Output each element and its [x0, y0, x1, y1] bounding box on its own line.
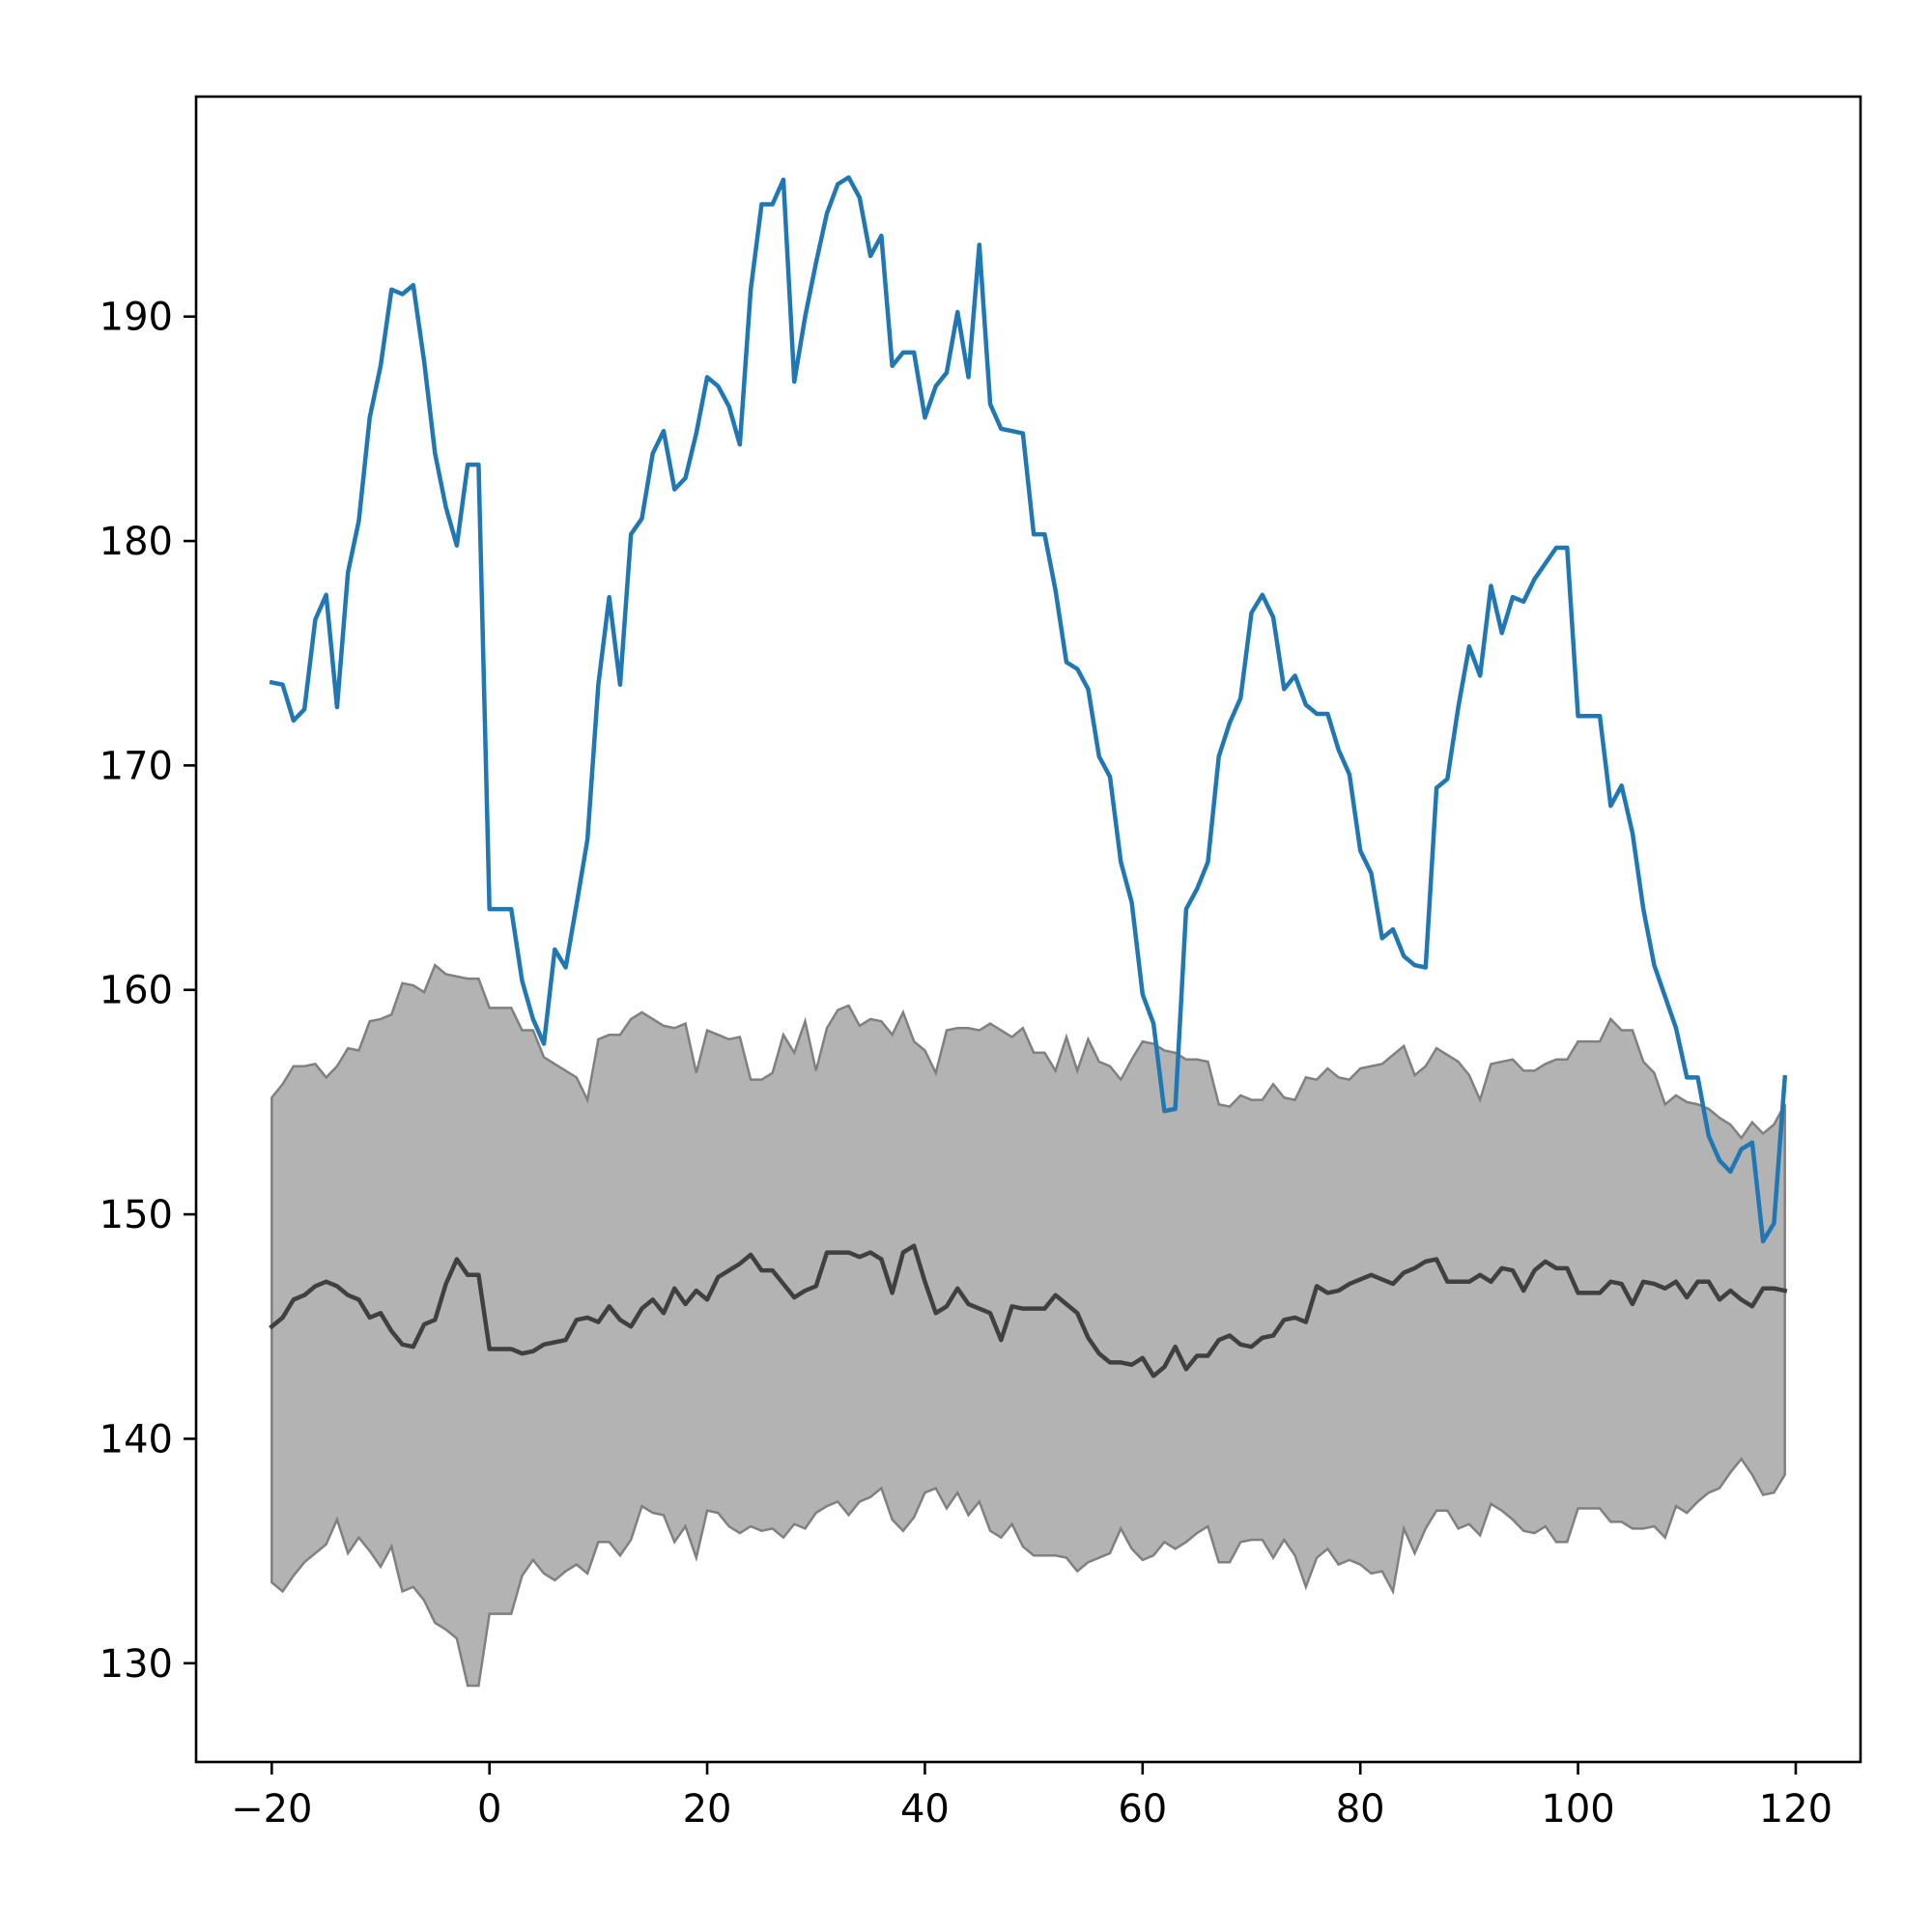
x-tick-label: 80 — [1336, 1787, 1385, 1832]
x-tick-label: 20 — [683, 1787, 732, 1832]
y-tick-label: 130 — [99, 1642, 173, 1687]
plot-frame — [194, 95, 1862, 1764]
plot-area — [269, 175, 1788, 1688]
y-tick-label: 140 — [99, 1417, 173, 1462]
line — [269, 175, 1788, 1244]
x-tick-label: 40 — [900, 1787, 950, 1832]
y-tick-label: 160 — [99, 969, 173, 1013]
x-tick-label: 100 — [1541, 1787, 1614, 1832]
line — [269, 1243, 1788, 1378]
x-tick-label: 60 — [1118, 1787, 1167, 1832]
x-tick-label: −20 — [231, 1787, 312, 1832]
x-tick-label: 120 — [1759, 1787, 1833, 1832]
y-tick-label: 190 — [99, 296, 173, 340]
y-tick-label: 170 — [99, 744, 173, 788]
band — [270, 963, 1786, 1688]
x-tick-label: 0 — [477, 1787, 501, 1832]
y-tick-label: 180 — [99, 520, 173, 564]
y-tick-label: 150 — [99, 1193, 173, 1237]
